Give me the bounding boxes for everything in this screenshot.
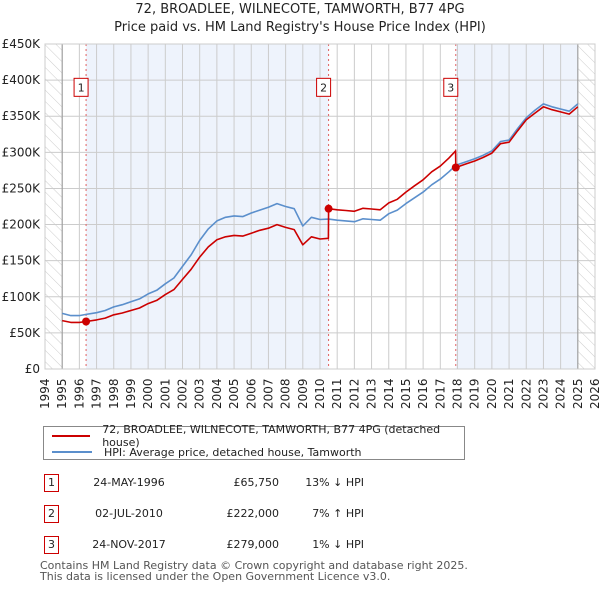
legend-item-price: 72, BROADLEE, WILNECOTE, TAMWORTH, B77 4… <box>44 423 464 449</box>
y-tick-label: £100K <box>2 290 42 304</box>
x-tick-label: 2019 <box>468 378 482 409</box>
sale-price: £279,000 <box>226 538 280 551</box>
x-tick-label: 2018 <box>451 378 465 409</box>
sale-label-box <box>73 77 89 97</box>
legend-swatch-hpi <box>52 451 92 453</box>
sale-number-badge: 1 <box>44 474 59 492</box>
x-tick-label: 2001 <box>158 378 172 409</box>
x-tick-label: 1998 <box>107 378 121 409</box>
x-tick-label: 2020 <box>485 378 499 409</box>
x-tick-label: 2022 <box>519 378 533 409</box>
y-tick-label: £50K <box>9 326 41 340</box>
x-tick-label: 2003 <box>193 378 207 409</box>
sale-point <box>324 204 333 213</box>
sale-row: 3 24-NOV-2017 £279,000 1% ↓ HPI <box>44 536 464 556</box>
y-tick-label: £300K <box>2 145 42 159</box>
x-tick-label: 2007 <box>261 378 275 409</box>
chart-legend: 72, BROADLEE, WILNECOTE, TAMWORTH, B77 4… <box>43 423 465 460</box>
x-tick-label: 2021 <box>502 378 516 409</box>
price-series-line <box>62 106 579 324</box>
x-tick-label: 1999 <box>124 378 138 409</box>
sale-label-text: 1 <box>78 81 85 94</box>
x-tick-label: 1994 <box>38 378 52 409</box>
shaded-period <box>455 44 578 369</box>
x-tick-label: 2026 <box>588 378 600 409</box>
x-tick-label: 2010 <box>313 378 327 409</box>
plot-border <box>44 43 596 370</box>
x-tick-label: 2004 <box>210 378 224 409</box>
x-tick-label: 2013 <box>365 378 379 409</box>
sale-label-box <box>316 77 332 97</box>
x-tick-label: 2006 <box>244 378 258 409</box>
y-tick-label: £200K <box>2 218 42 232</box>
sale-hpi-diff: 1% ↓ HPI <box>312 538 364 551</box>
hatched-region <box>45 44 63 369</box>
sale-point <box>451 163 460 172</box>
chart-title: 72, BROADLEE, WILNECOTE, TAMWORTH, B77 4… <box>135 2 465 17</box>
sale-date: 24-MAY-1996 <box>93 476 165 489</box>
y-tick-label: £400K <box>2 73 42 87</box>
x-tick-label: 2012 <box>347 378 361 409</box>
x-tick-label: 2011 <box>330 378 344 409</box>
x-tick-label: 2023 <box>536 378 550 409</box>
sale-label-box <box>443 77 459 97</box>
shaded-period <box>86 44 329 369</box>
x-tick-label: 2002 <box>176 378 190 409</box>
sale-date: 02-JUL-2010 <box>95 507 163 520</box>
footer-attribution: Contains HM Land Registry data © Crown c… <box>40 560 468 582</box>
y-tick-label: £150K <box>2 254 42 268</box>
sale-number-badge: 2 <box>44 505 59 523</box>
legend-swatch-price <box>52 435 91 437</box>
y-tick-label: £0 <box>25 362 40 376</box>
sale-point <box>82 317 91 326</box>
x-tick-label: 2024 <box>554 378 568 409</box>
x-tick-label: 2000 <box>141 378 155 409</box>
x-tick-label: 2017 <box>433 378 447 409</box>
sale-price: £222,000 <box>226 507 280 520</box>
y-tick-label: £250K <box>2 181 42 195</box>
sale-hpi-diff: 13% ↓ HPI <box>305 476 364 489</box>
sale-number-badge: 3 <box>44 536 59 554</box>
legend-label-hpi: HPI: Average price, detached house, Tamw… <box>104 445 362 459</box>
x-tick-label: 1997 <box>90 378 104 409</box>
sale-label-text: 3 <box>447 81 454 94</box>
sale-date: 24-NOV-2017 <box>92 538 166 551</box>
x-tick-label: 2015 <box>399 378 413 409</box>
sale-price: £65,750 <box>233 476 280 489</box>
x-tick-label: 2025 <box>571 378 585 409</box>
sale-row: 2 02-JUL-2010 £222,000 7% ↑ HPI <box>44 505 464 525</box>
footer-line-copyright: Contains HM Land Registry data © Crown c… <box>40 559 468 572</box>
hatched-region <box>577 44 595 369</box>
footer-line-licence: This data is licensed under the Open Gov… <box>40 570 391 583</box>
x-tick-label: 2016 <box>416 378 430 409</box>
x-tick-label: 2009 <box>296 378 310 409</box>
sale-label-text: 2 <box>320 81 327 94</box>
hpi-series-line <box>62 103 579 317</box>
y-tick-label: £450K <box>2 37 42 51</box>
sale-row: 1 24-MAY-1996 £65,750 13% ↓ HPI <box>44 474 464 494</box>
x-tick-label: 2005 <box>227 378 241 409</box>
legend-label-price: 72, BROADLEE, WILNECOTE, TAMWORTH, B77 4… <box>102 423 441 449</box>
price-chart: 1 2 3 1994 1995 1996 1997 1998 1999 2000 2001 2002… <box>2 37 600 409</box>
sale-hpi-diff: 7% ↑ HPI <box>312 507 364 520</box>
x-tick-label: 1995 <box>55 378 69 409</box>
legend-item-hpi: HPI: Average price, detached house, Tamw… <box>44 444 362 460</box>
x-tick-label: 1996 <box>72 378 86 409</box>
chart-subtitle: Price paid vs. HM Land Registry's House … <box>114 20 486 35</box>
y-tick-label: £350K <box>2 109 42 123</box>
x-tick-label: 2014 <box>382 378 396 409</box>
x-tick-label: 2008 <box>279 378 293 409</box>
